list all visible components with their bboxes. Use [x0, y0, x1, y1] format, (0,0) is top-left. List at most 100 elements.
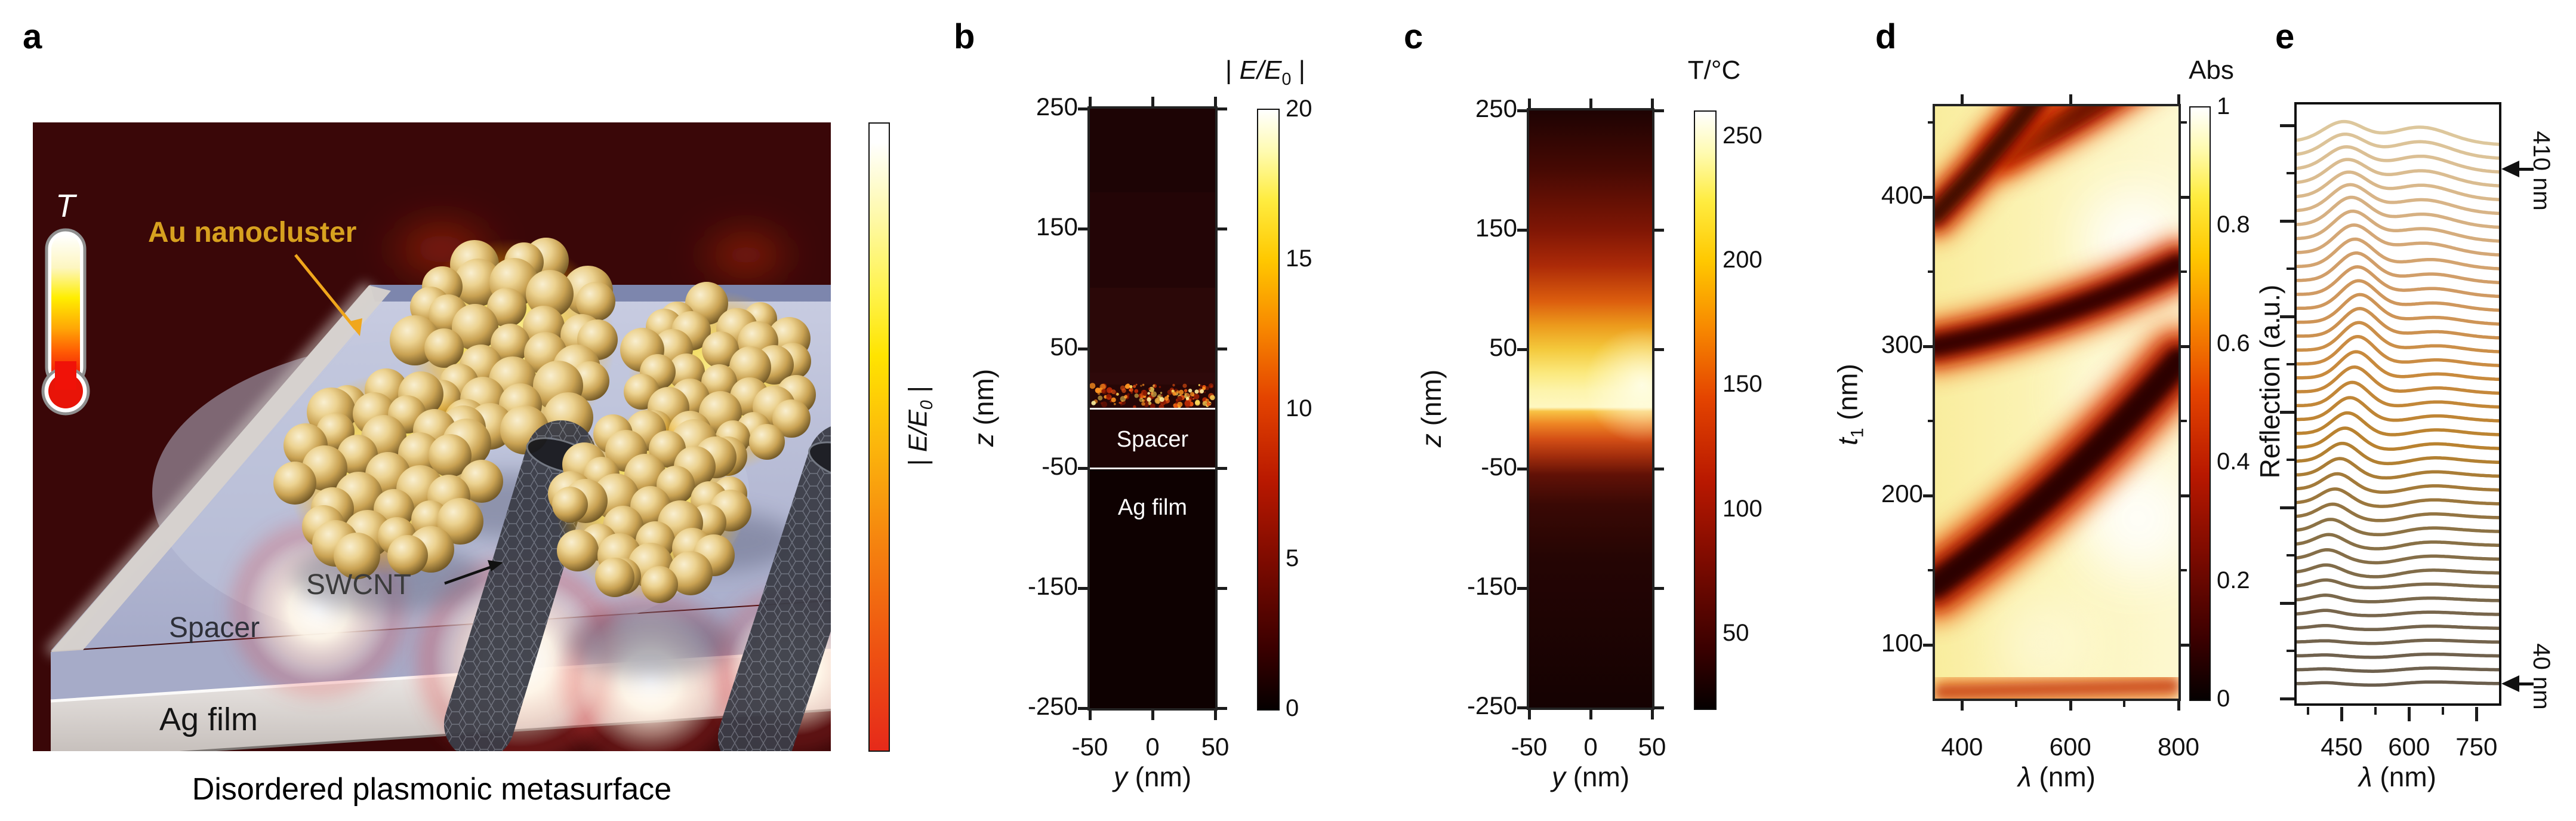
tick-mark	[1089, 711, 1092, 720]
reflection-spectrum-curve	[2297, 518, 2499, 537]
tick-mark	[1517, 348, 1527, 351]
tick-mark	[1218, 587, 1227, 591]
tick-mark	[2280, 411, 2294, 414]
b-y-tick-label: -50	[1042, 452, 1078, 481]
d-y-tick-label: 300	[1881, 330, 1923, 358]
b-x-tick-label: -50	[1071, 733, 1108, 761]
reflection-spectrum-curve	[2297, 441, 2499, 466]
tick-mark	[1218, 227, 1227, 230]
reflection-spectrum-curve	[2297, 223, 2499, 257]
reflection-spectrum-curve	[2297, 158, 2499, 187]
reflection-spectrum-curve	[2297, 578, 2499, 590]
reflection-spectrum-curve	[2297, 487, 2499, 508]
au-nanocluster-arrow	[294, 254, 362, 336]
tick-mark	[2280, 602, 2294, 605]
tick-mark	[1218, 707, 1227, 710]
b-colorbar	[1257, 109, 1280, 711]
b-colorbar-tick-label: 10	[1286, 395, 1312, 422]
c-x-tick-label: 50	[1638, 733, 1666, 761]
b-x-tick-label: 50	[1201, 733, 1230, 761]
b-colorbar-tick-label: 15	[1286, 245, 1312, 272]
c-colorbar	[1694, 110, 1717, 710]
tick-mark	[1589, 99, 1592, 108]
c-colorbar-tick-label: 100	[1723, 495, 1762, 522]
au-nanocluster	[548, 410, 751, 603]
panel-letter-c: c	[1404, 17, 1423, 56]
tick-mark	[2177, 94, 2180, 104]
tick-mark	[1151, 711, 1154, 720]
thermometer-icon	[41, 228, 90, 416]
tick-mark	[1923, 345, 1933, 348]
b-x-axis-label: y (nm)	[1113, 761, 1192, 792]
b-colorbar-tick-label: 20	[1286, 96, 1312, 122]
panel-letter-b: b	[954, 17, 975, 56]
tick-mark	[1928, 569, 1934, 571]
d-colorbar-tick-label: 0.6	[2217, 330, 2250, 356]
reflection-spectrum-curve	[2297, 132, 2499, 160]
annotation-40nm: 40 nm	[2528, 643, 2555, 710]
absorption-map-plot	[1933, 104, 2181, 701]
tick-mark	[1928, 420, 1934, 422]
tick-mark	[2181, 270, 2187, 273]
swcnt-tube	[718, 426, 831, 751]
tick-mark	[2069, 701, 2072, 711]
tick-mark	[2181, 644, 2190, 647]
b-y-tick-label: -150	[1027, 572, 1078, 601]
tick-mark	[1654, 348, 1664, 351]
tick-mark	[1654, 706, 1664, 709]
reflection-spectrum-curve	[2297, 623, 2499, 632]
tick-mark	[2441, 707, 2444, 715]
tick-mark	[2181, 420, 2187, 422]
c-colorbar-tick-label: 50	[1723, 620, 1749, 646]
reflection-spectrum-curve	[2297, 638, 2499, 645]
tick-mark	[1654, 229, 1664, 232]
b-spacer-overlay-label: Spacer	[1117, 427, 1189, 452]
tick-mark	[1961, 94, 1964, 104]
reflection-spectrum-curve	[2297, 209, 2499, 243]
c-y-tick-label: 250	[1475, 94, 1517, 122]
reflection-spectrum-curve	[2297, 666, 2499, 673]
reflection-spectrum-curve	[2297, 145, 2499, 174]
tick-mark	[1078, 347, 1087, 350]
reflection-spectrum-curve	[2297, 195, 2499, 229]
spacer-label: Spacer	[169, 612, 260, 644]
tick-mark	[2280, 697, 2294, 700]
tick-mark	[2287, 650, 2294, 652]
reflection-spectrum-curve	[2297, 237, 2499, 270]
reflection-spectrum-curve	[2297, 279, 2499, 312]
e-x-tick-label: 750	[2455, 733, 2498, 761]
tick-mark	[2069, 94, 2072, 104]
reflection-spectrum-curve	[2297, 608, 2499, 617]
tick-mark	[2181, 196, 2190, 199]
tick-mark	[1078, 107, 1087, 110]
tick-mark	[1923, 494, 1933, 497]
reflection-spectrum-curve	[2297, 350, 2499, 382]
ag-film-label: Ag film	[159, 702, 258, 737]
b-colorbar-tick-label: 5	[1286, 545, 1299, 571]
arrow-40nm-stem	[2518, 682, 2534, 685]
tick-mark	[2280, 220, 2294, 223]
tick-mark	[1078, 707, 1087, 710]
c-x-tick-label: -50	[1511, 733, 1548, 761]
tick-mark	[1218, 467, 1227, 471]
tick-mark	[2181, 569, 2187, 571]
c-y-tick-label: 150	[1475, 214, 1517, 242]
tick-mark	[1961, 701, 1964, 711]
absorption-resonance-bands	[1935, 106, 2178, 699]
reflection-spectrum-curve	[2297, 548, 2499, 565]
tick-mark	[1528, 710, 1531, 719]
d-y-tick-label: 200	[1881, 479, 1923, 508]
reflection-spectrum-curve	[2297, 652, 2499, 659]
c-y-tick-label: -150	[1466, 572, 1517, 600]
tick-mark	[1928, 270, 1934, 273]
tick-mark	[1078, 227, 1087, 230]
c-y-tick-label: 50	[1489, 333, 1517, 361]
tick-mark	[2287, 172, 2294, 174]
reflection-spectrum-curve	[2297, 119, 2499, 146]
b-ag-film-overlay-label: Ag film	[1118, 495, 1187, 520]
reflection-spectrum-curve	[2297, 183, 2499, 216]
c-y-tick-label: -50	[1481, 453, 1517, 481]
reflection-spectrum-curve	[2297, 396, 2499, 423]
b-colorbar-tick-label: 0	[1286, 695, 1299, 721]
reflection-spectrum-curve	[2297, 321, 2499, 353]
